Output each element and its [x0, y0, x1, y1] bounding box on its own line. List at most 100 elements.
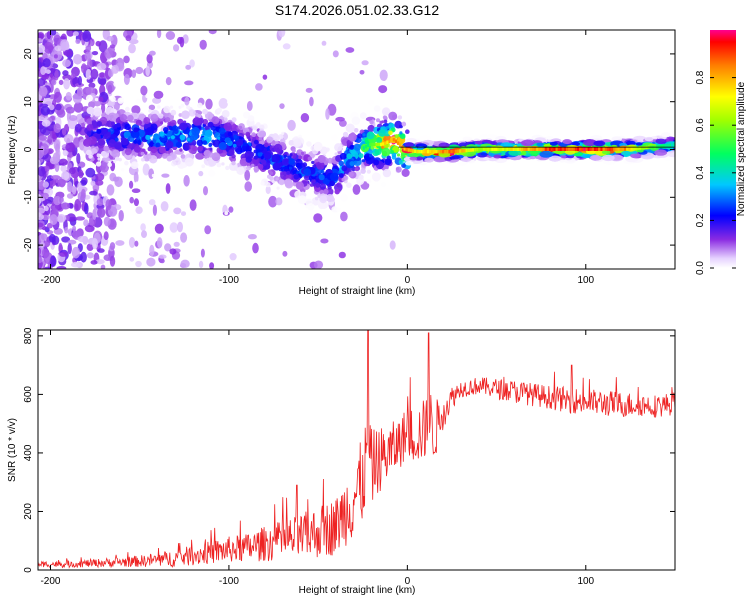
spectrogram-cell: [381, 182, 386, 188]
spectrogram-cell: [376, 118, 380, 123]
spectrogram-cell: [86, 124, 94, 131]
spectrogram-cell: [79, 179, 87, 186]
spectrogram-cell: [96, 128, 102, 134]
x-tick-label: -200: [40, 576, 60, 587]
spectrogram-cell: [281, 131, 285, 135]
spectrogram-cell: [256, 148, 261, 153]
spectrogram-cell: [238, 125, 243, 130]
spectrogram-cell: [105, 199, 112, 211]
y-tick-label: -10: [23, 190, 34, 205]
spectrogram-cell: [252, 136, 257, 141]
spectrogram-cell: [102, 128, 108, 135]
spectrogram-cell: [282, 250, 288, 257]
spectrogram-cell: [53, 139, 61, 151]
spectrogram-cell: [80, 251, 87, 263]
spectrogram-cell: [368, 99, 374, 106]
spectrogram-cell: [38, 78, 46, 87]
spectrogram-cell: [59, 158, 68, 166]
spectrogram-cell: [369, 154, 373, 158]
spectrogram-cell: [82, 30, 92, 42]
spectrogram-cell: [41, 192, 49, 199]
spectrogram-cell: [615, 147, 618, 151]
spectrogram-cell: [63, 134, 74, 144]
spectrogram-cell: [439, 149, 442, 154]
spectrogram-cell: [94, 97, 99, 102]
spectrogram-cell: [655, 138, 667, 144]
spectrogram-cell: [561, 147, 565, 151]
spectrogram-cell: [62, 149, 69, 156]
spectrogram-cell: [285, 159, 289, 163]
spectrogram-cell: [146, 53, 153, 64]
spectrogram-cell: [319, 195, 328, 204]
spectrogram-cell: [50, 255, 56, 267]
spectrogram-cell: [673, 143, 675, 147]
spectrogram-cell: [129, 196, 134, 204]
spectrogram-cell: [66, 193, 74, 199]
spectrogram-cell: [53, 34, 61, 45]
spectrogram-cell: [325, 108, 330, 120]
spectrogram-cell: [373, 105, 381, 112]
spectrogram-cell: [489, 147, 492, 151]
spectrogram-cell: [197, 102, 203, 109]
spectrogram-cell: [390, 150, 395, 154]
spectrogram-cell: [399, 133, 406, 140]
spectrogram-cell: [362, 133, 366, 137]
spectrogram-cell: [234, 145, 241, 153]
spectrogram-cell: [54, 70, 59, 81]
spectrogram-cell: [482, 147, 485, 151]
spectrogram-cell: [221, 110, 230, 118]
spectrogram-cell: [161, 173, 170, 178]
spectrogram-cell: [226, 100, 230, 104]
spectrogram-cell: [284, 178, 293, 187]
spectrogram-cell: [388, 130, 393, 136]
spectrogram-cell: [538, 147, 541, 151]
spectrogram-cell: [86, 131, 92, 137]
spectrogram-cell: [661, 132, 671, 138]
spectrogram-cell: [73, 101, 84, 113]
spectrogram-cell: [140, 151, 145, 156]
spectrogram-cell: [253, 126, 258, 131]
spectrogram-cell: [121, 168, 125, 172]
spectrogram-cell: [65, 106, 75, 114]
spectrogram-cell: [591, 147, 595, 151]
spectrogram-cell: [559, 147, 562, 151]
spectrogram-cell: [44, 165, 50, 172]
spectrogram-cell: [346, 153, 353, 160]
spectrogram-cell: [231, 117, 237, 123]
spectrogram-cell: [334, 188, 340, 195]
spectrogram-cell: [295, 181, 304, 190]
spectrogram-cell: [242, 142, 247, 147]
spectrogram-cell: [170, 109, 177, 116]
spectrogram-cell: [100, 264, 106, 269]
spectrogram-cell: [89, 219, 95, 227]
spectrogram-cell: [664, 144, 667, 148]
spectrogram-cell: [381, 147, 391, 157]
spectrogram-cell: [179, 148, 183, 152]
spectrogram-cell: [514, 147, 517, 151]
spectrogram-cell: [183, 175, 190, 187]
spectrogram-cell: [512, 147, 515, 151]
spectrogram-cell: [72, 149, 77, 157]
spectrogram-cell: [422, 149, 425, 154]
spectrogram-cell: [397, 115, 403, 120]
spectrogram-cell: [283, 154, 287, 158]
spectrogram-cell: [307, 156, 312, 161]
spectrogram-cell: [85, 149, 92, 156]
spectrogram-cell: [536, 142, 544, 147]
spectrogram-cell: [348, 132, 357, 142]
spectrogram-cell: [275, 197, 283, 206]
spectrogram-cell: [259, 124, 265, 131]
spectrogram-cell: [198, 260, 204, 268]
spectrogram-cell: [551, 147, 554, 151]
spectrogram-cell: [38, 37, 42, 43]
spectrogram-cell: [135, 260, 142, 268]
spectrogram-cell: [594, 147, 597, 151]
spectrogram-cell: [417, 146, 424, 150]
spectrogram-cell: [160, 201, 169, 212]
spectrogram-cell: [433, 156, 446, 163]
spectrogram-cell: [113, 113, 119, 119]
spectrogram-cell: [375, 142, 378, 147]
x-tick-label: 0: [405, 275, 411, 286]
spectrogram-cell: [191, 127, 200, 136]
spectrogram-cell: [117, 97, 124, 104]
